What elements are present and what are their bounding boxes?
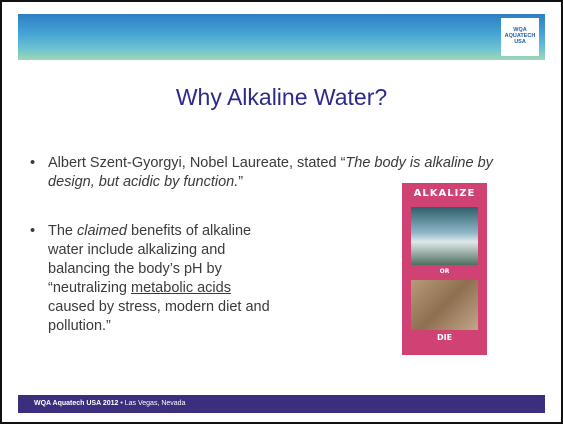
footer: WQA Aquatech USA 2012 • Las Vegas, Nevad… <box>18 395 545 413</box>
book-cover: ALKALIZE OR DIE <box>402 183 487 355</box>
text: ” <box>238 174 243 190</box>
slide: WQA AQUATECH USA Why Alkaline Water? Alb… <box>0 0 563 424</box>
earth-image <box>411 280 478 330</box>
text: Albert Szent-Gyorgyi, Nobel Laureate, st… <box>48 155 345 171</box>
footer-text: WQA Aquatech USA 2012 <box>34 400 118 407</box>
waterfall-image <box>411 207 478 265</box>
bullet: The claimed benefits of alkaline water i… <box>32 222 277 336</box>
book-title: DIE <box>402 333 487 342</box>
emphasis: claimed <box>77 223 127 239</box>
logo-text: USA <box>501 39 539 45</box>
text: caused by stress, modern diet and pollut… <box>48 299 270 334</box>
header-band: WQA AQUATECH USA <box>18 14 545 60</box>
book-title: ALKALIZE <box>402 188 487 199</box>
logo: WQA AQUATECH USA <box>501 18 539 56</box>
book-title: OR <box>402 268 487 275</box>
slide-title: Why Alkaline Water? <box>2 84 561 111</box>
text: The <box>48 223 77 239</box>
link-text: metabolic acids <box>131 280 231 296</box>
footer-text: • Las Vegas, Nevada <box>118 400 185 407</box>
